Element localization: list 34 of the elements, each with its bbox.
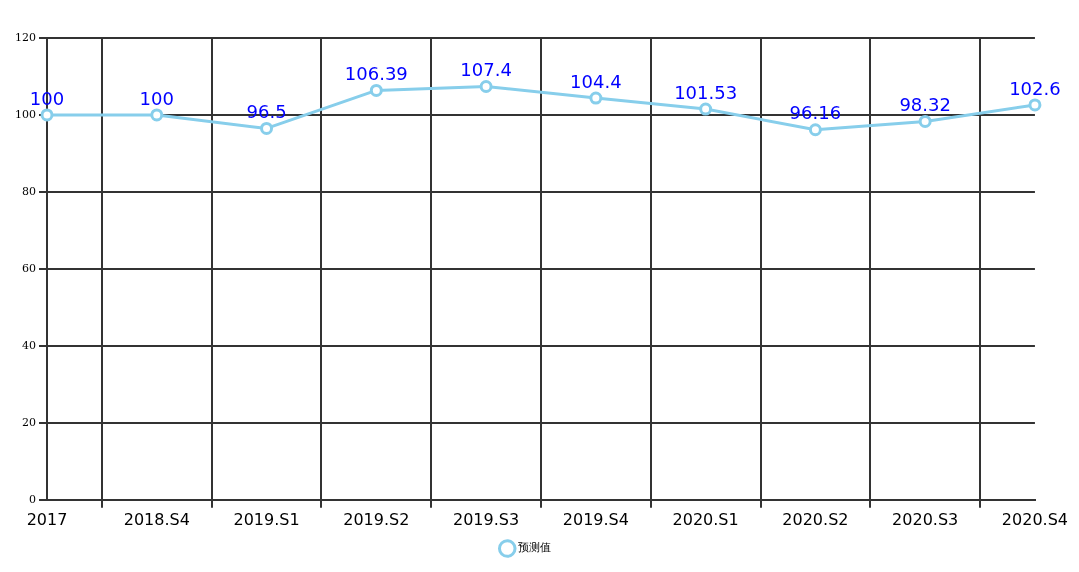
point — [808, 123, 822, 137]
y-tick-label: 40 — [22, 338, 36, 352]
y-tick-label: 100 — [15, 107, 36, 121]
legend-label: 预测值 — [518, 541, 552, 555]
x-tick-label: 2019.S1 — [233, 509, 300, 529]
y-tick-label: 60 — [22, 261, 36, 275]
data-label: 104.4 — [570, 70, 622, 92]
point — [260, 121, 274, 135]
data-label: 100 — [139, 87, 174, 109]
data-label: 101.53 — [674, 81, 738, 103]
point — [150, 108, 164, 122]
x-tick-label: 2017 — [26, 509, 68, 529]
data-label: 102.6 — [1009, 77, 1061, 99]
x-tick-label: 2020.S1 — [672, 509, 739, 529]
data-label: 106.39 — [344, 63, 408, 85]
point — [918, 114, 932, 128]
x-tick-label: 2019.S2 — [343, 509, 410, 529]
y-tick-label: 80 — [22, 184, 36, 198]
point — [369, 83, 383, 97]
x-tick-label: 2020.S4 — [1001, 509, 1068, 529]
x-tick-label: 2020.S2 — [782, 509, 849, 529]
data-label: 98.32 — [899, 94, 951, 116]
point — [699, 102, 713, 116]
x-tick-label: 2019.S3 — [453, 509, 520, 529]
x-tick-label: 2019.S4 — [562, 509, 629, 529]
point — [479, 79, 493, 93]
point — [1028, 98, 1042, 112]
y-tick-label: 20 — [22, 415, 36, 429]
y-tick-label: 120 — [15, 30, 36, 44]
x-tick-label: 2020.S3 — [892, 509, 959, 529]
x-tick-label: 2018.S4 — [123, 509, 190, 529]
y-tick-label: 0 — [29, 492, 36, 506]
data-label: 107.4 — [460, 59, 512, 81]
point — [589, 91, 603, 105]
